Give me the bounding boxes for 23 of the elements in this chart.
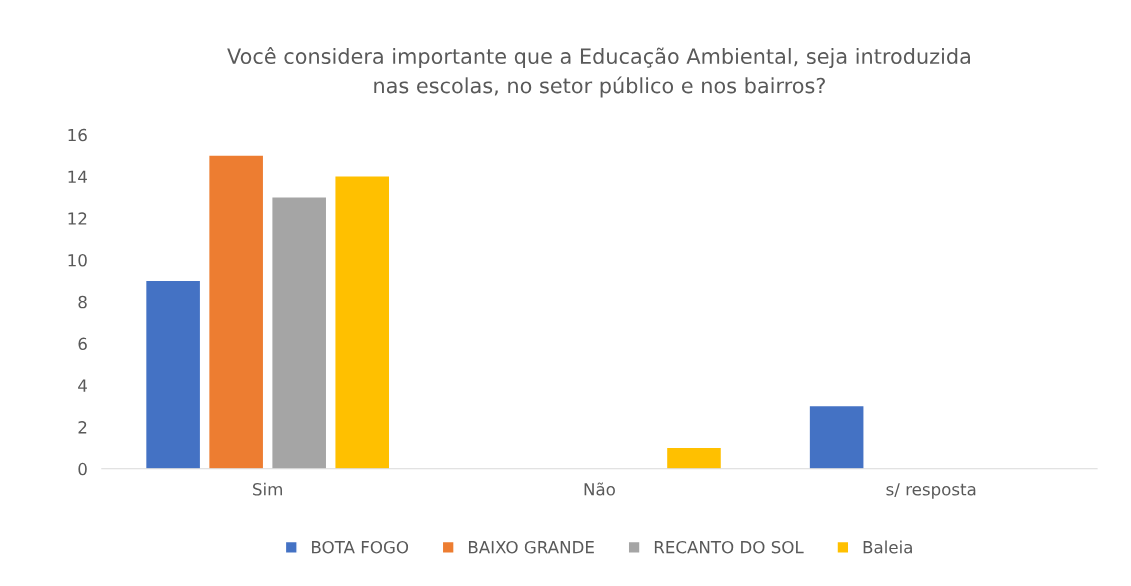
bar xyxy=(335,176,390,469)
y-tick-label: 0 xyxy=(78,462,87,476)
bar xyxy=(809,406,864,469)
x-tick-label: Sim xyxy=(253,482,282,496)
bar xyxy=(667,447,721,469)
legend-label: BOTA FOGO xyxy=(312,540,409,554)
bar xyxy=(146,280,200,469)
y-tick-label: 2 xyxy=(78,421,87,434)
x-tick-label: Não xyxy=(584,482,615,496)
y-tick-label: 16 xyxy=(68,128,87,142)
bar xyxy=(209,155,263,469)
y-tick-label: 12 xyxy=(68,212,87,225)
y-tick-label: 4 xyxy=(78,379,87,392)
y-tick-label: 10 xyxy=(68,254,87,267)
y-tick-label: 14 xyxy=(68,170,87,183)
x-tick-label: s/ resposta xyxy=(886,483,976,499)
legend-label: BAIXO GRANDE xyxy=(468,540,594,554)
legend-label: RECANTO DO SOL xyxy=(654,540,804,554)
chart-title: Você considera importante que a Educação Ambiental, seja introduzida nas escolas, no setor público e nos bairros? xyxy=(227,47,970,98)
y-tick-label: 6 xyxy=(78,337,87,351)
y-tick-label: 8 xyxy=(78,295,87,309)
bar xyxy=(272,197,326,469)
legend-label: Baleia xyxy=(863,540,912,554)
